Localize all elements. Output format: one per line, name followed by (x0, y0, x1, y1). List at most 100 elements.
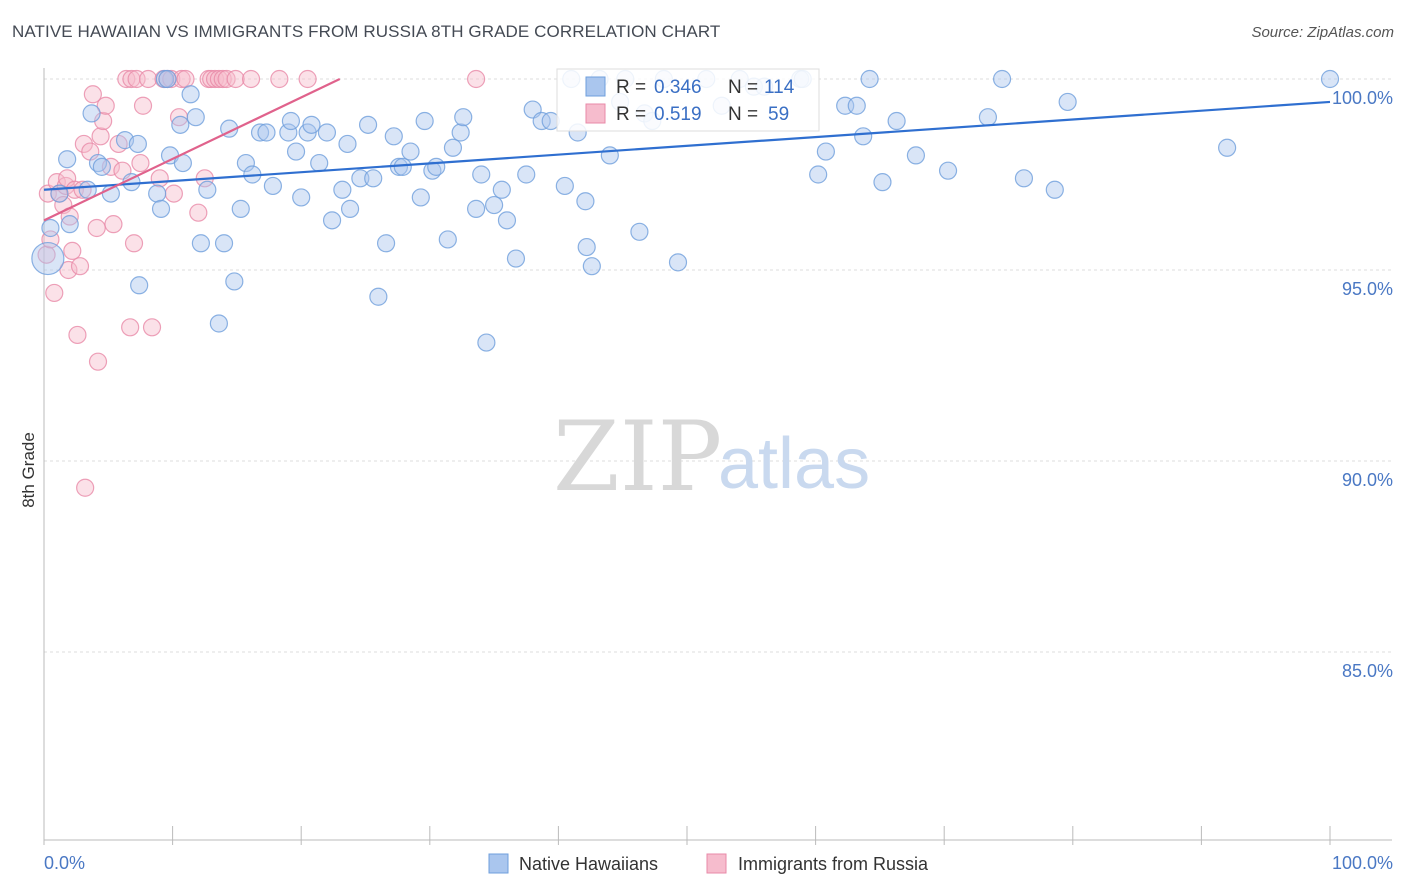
data-point (65, 180, 84, 199)
data-point (130, 276, 149, 295)
data-point (68, 325, 87, 345)
data-point (63, 241, 82, 260)
data-point (358, 115, 378, 134)
data-point (630, 222, 649, 241)
data-point (517, 165, 536, 184)
data-point (236, 153, 256, 173)
data-point (351, 169, 370, 188)
data-point (104, 215, 123, 234)
source-credit: Source: ZipAtlas.com (1251, 24, 1394, 41)
data-point (472, 165, 491, 184)
data-point (128, 134, 147, 154)
data-point (226, 69, 245, 89)
data-point (58, 150, 77, 169)
grid-lines (44, 78, 1392, 653)
stats-pink-n-value: 59 (768, 104, 789, 125)
data-point (333, 180, 352, 199)
data-point (847, 96, 866, 115)
data-point (497, 211, 517, 230)
data-point (816, 142, 835, 161)
data-point (1218, 138, 1237, 157)
data-point (477, 333, 496, 352)
stats-blue-n-value: 114 (764, 77, 795, 98)
x-tick-label-start: 0.0% (44, 853, 85, 873)
data-point (73, 180, 92, 199)
axes (43, 68, 1392, 845)
data-point (322, 211, 342, 230)
data-point (225, 272, 244, 291)
data-point (91, 127, 110, 146)
data-point (978, 108, 998, 127)
data-point (887, 111, 906, 131)
chart-title: NATIVE HAWAIIAN VS IMMIGRANTS FROM RUSSI… (12, 22, 721, 41)
data-point (176, 69, 195, 89)
series-immigrants-from-russia (37, 69, 486, 497)
data-point (384, 127, 403, 146)
stats-swatch-blue (585, 76, 606, 97)
data-point (292, 188, 311, 207)
data-point (938, 161, 958, 180)
data-point (415, 111, 434, 131)
data-point (189, 203, 208, 222)
data-point (485, 195, 504, 215)
data-point (45, 283, 64, 303)
data-point (466, 69, 486, 89)
data-point (992, 69, 1012, 89)
data-point (906, 146, 926, 165)
data-point (124, 234, 144, 253)
data-point (96, 96, 115, 115)
data-point (668, 253, 688, 272)
data-point (577, 237, 596, 257)
data-point (873, 173, 892, 192)
data-point (41, 218, 60, 238)
data-point (250, 123, 270, 142)
data-point (209, 314, 228, 333)
data-point (82, 104, 101, 123)
y-tick-labels: 85.0% 90.0% 95.0% 100.0% (1332, 88, 1393, 681)
data-point (576, 192, 595, 211)
data-point (1320, 69, 1340, 89)
data-point (466, 199, 486, 218)
watermark-atlas: atlas (718, 424, 870, 504)
data-point (364, 169, 383, 188)
data-point (88, 352, 108, 371)
data-point (338, 134, 357, 154)
x-tick-labels: 0.0% 100.0% (44, 853, 1393, 873)
data-point (279, 123, 298, 142)
data-point (158, 69, 177, 89)
data-point (83, 85, 102, 104)
data-point (809, 165, 828, 184)
data-point (860, 69, 879, 89)
data-point (150, 169, 169, 188)
data-point (492, 180, 511, 199)
watermark-zip: ZIP (553, 401, 722, 513)
data-point (151, 199, 171, 218)
x-tick-label-end: 100.0% (1332, 853, 1393, 873)
data-point (164, 184, 183, 203)
stats-pink-r-label: R = (616, 104, 646, 125)
data-point (59, 260, 78, 280)
data-point (198, 180, 217, 199)
legend-label-native-hawaiians: Native Hawaiians (519, 854, 658, 874)
data-point (298, 69, 317, 89)
data-point (286, 142, 306, 161)
data-point (171, 115, 190, 134)
legend-label-immigrants-from-russia: Immigrants from Russia (738, 854, 929, 874)
data-point (281, 111, 301, 131)
stats-pink-n-label: N = (728, 104, 758, 125)
data-point (133, 96, 153, 115)
stats-box: R = 0.346 N = 114 R = 0.519 N = 59 (556, 68, 820, 132)
trendline-immigrants-from-russia (43, 78, 341, 222)
data-point (600, 146, 619, 165)
data-point (451, 123, 470, 142)
data-point (191, 234, 210, 253)
data-point (302, 115, 321, 134)
data-point (214, 234, 234, 253)
data-point (92, 157, 111, 176)
data-point (427, 157, 446, 176)
data-point (411, 188, 430, 207)
legend-swatch-immigrants-from-russia (706, 853, 727, 874)
data-point (142, 318, 162, 337)
y-tick-label: 95.0% (1342, 279, 1393, 299)
